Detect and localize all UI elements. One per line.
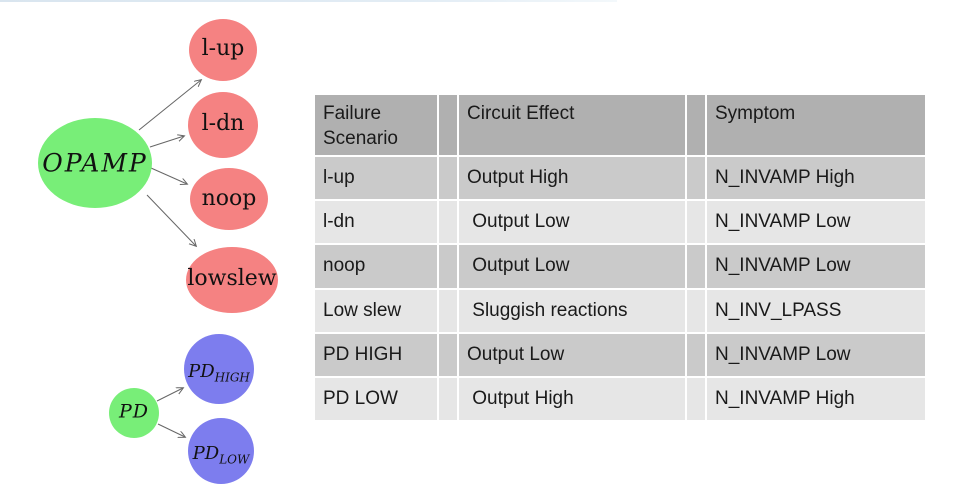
table-spacer-cell [439,157,457,200]
table-cell-symptom: N_INVAMP Low [707,333,925,376]
header-spacer-cell-1 [439,95,457,155]
table-cell-symptom: N_INVAMP High [707,377,925,421]
table-cell-effect: Output Low [459,245,685,288]
table-cell-scenario: l-up [315,157,437,200]
lup-node [189,19,257,81]
table-cell-symptom: N_INVAMP Low [707,245,925,288]
noop-node [190,168,268,230]
table-spacer-cell [687,289,705,332]
arrow-pd-to-pdhigh [156,388,183,402]
arrow-opamp-to-noop [150,167,187,184]
table-cell-effect: Output High [459,157,685,200]
table-spacer-cell [439,289,457,332]
table-cell-scenario: PD LOW [315,377,437,421]
failure-table: Failure Scenario Circuit Effect Symptom … [315,95,925,421]
table-spacer-cell [687,377,705,421]
arrow-pd-to-pdlow [157,423,185,437]
pd-node [109,388,159,438]
table-spacer-cell [687,245,705,288]
column-header-circuit-effect: Circuit Effect [459,95,685,155]
ldn-node-label: l-dn [201,111,245,136]
pdhigh-node-label: PDHIGH [188,361,250,384]
table-spacer-cell [687,201,705,244]
pdhigh-label-main: PD [188,361,215,382]
table-spacer-cell [439,377,457,421]
arrow-opamp-to-ldn [149,136,184,148]
table-spacer-cell [439,333,457,376]
table-cell-scenario: noop [315,245,437,288]
pd-node-label: PD [118,400,150,423]
pdhigh-node [184,334,254,404]
ldn-node [188,92,258,158]
table-cell-symptom: N_INVAMP Low [707,201,925,244]
lowslew-node-label: lowslew [187,266,277,291]
lup-node-label: l-up [201,36,245,61]
table-cell-effect: Output High [459,377,685,421]
header-spacer-cell-2 [687,95,705,155]
column-header-failure-scenario: Failure Scenario [315,95,437,155]
table-cell-symptom: N_INVAMP High [707,157,925,200]
opamp-node-label: OPAMP [42,148,148,178]
table-cell-effect: Sluggish reactions [459,289,685,332]
column-header-symptom: Symptom [707,95,925,155]
top-border-line [0,0,617,2]
opamp-node [38,118,152,208]
table-cell-scenario: PD HIGH [315,333,437,376]
table-cell-effect: Output Low [459,201,685,244]
pdlow-node [188,418,254,484]
table-spacer-cell [439,245,457,288]
pdlow-node-label: PDLOW [192,443,250,466]
pdhigh-label-sub: HIGH [214,370,250,385]
table-cell-scenario: Low slew [315,289,437,332]
pdlow-label-sub: LOW [219,452,250,467]
table-spacer-cell [439,201,457,244]
table-cell-effect: Output Low [459,333,685,376]
table-cell-symptom: N_INV_LPASS [707,289,925,332]
fault-tree-diagram [38,19,278,484]
arrow-opamp-to-lup [138,80,201,131]
table-spacer-cell [687,333,705,376]
noop-node-label: noop [201,186,257,211]
lowslew-node [186,247,278,313]
table-cell-scenario: l-dn [315,201,437,244]
arrow-opamp-to-lowslew [146,194,196,246]
pdlow-label-main: PD [192,443,220,464]
table-spacer-cell [687,157,705,200]
